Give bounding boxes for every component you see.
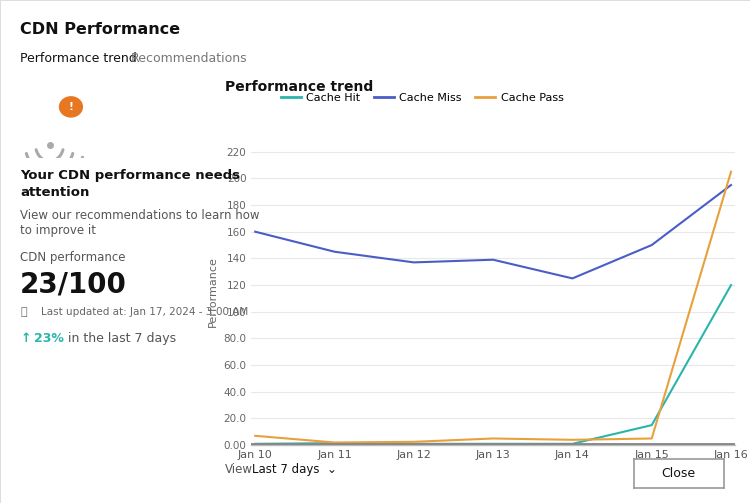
Text: Last 7 days  ⌄: Last 7 days ⌄ xyxy=(252,463,337,476)
Text: 23/100: 23/100 xyxy=(20,271,127,299)
Text: Last updated at: Jan 17, 2024 - 3:00 AM: Last updated at: Jan 17, 2024 - 3:00 AM xyxy=(41,307,248,317)
Y-axis label: Performance: Performance xyxy=(208,257,218,327)
Text: CDN Performance: CDN Performance xyxy=(20,22,180,37)
Text: Close: Close xyxy=(662,467,696,480)
Text: 23%: 23% xyxy=(34,332,64,345)
Text: Performance trend: Performance trend xyxy=(20,52,137,65)
Text: View: View xyxy=(225,463,253,476)
Text: ⓘ: ⓘ xyxy=(20,307,27,317)
Text: Recommendations: Recommendations xyxy=(131,52,248,65)
Legend: Cache Hit, Cache Miss, Cache Pass: Cache Hit, Cache Miss, Cache Pass xyxy=(276,89,568,108)
Text: to improve it: to improve it xyxy=(20,224,96,237)
Text: Your CDN performance needs: Your CDN performance needs xyxy=(20,169,240,182)
Text: CDN performance: CDN performance xyxy=(20,252,126,265)
Circle shape xyxy=(59,97,82,117)
Text: attention: attention xyxy=(20,186,90,199)
Text: in the last 7 days: in the last 7 days xyxy=(64,332,176,345)
Text: ↑: ↑ xyxy=(20,332,31,345)
Text: View our recommendations to learn how: View our recommendations to learn how xyxy=(20,209,260,222)
Text: !: ! xyxy=(68,102,74,112)
Text: Performance trend: Performance trend xyxy=(225,80,374,95)
